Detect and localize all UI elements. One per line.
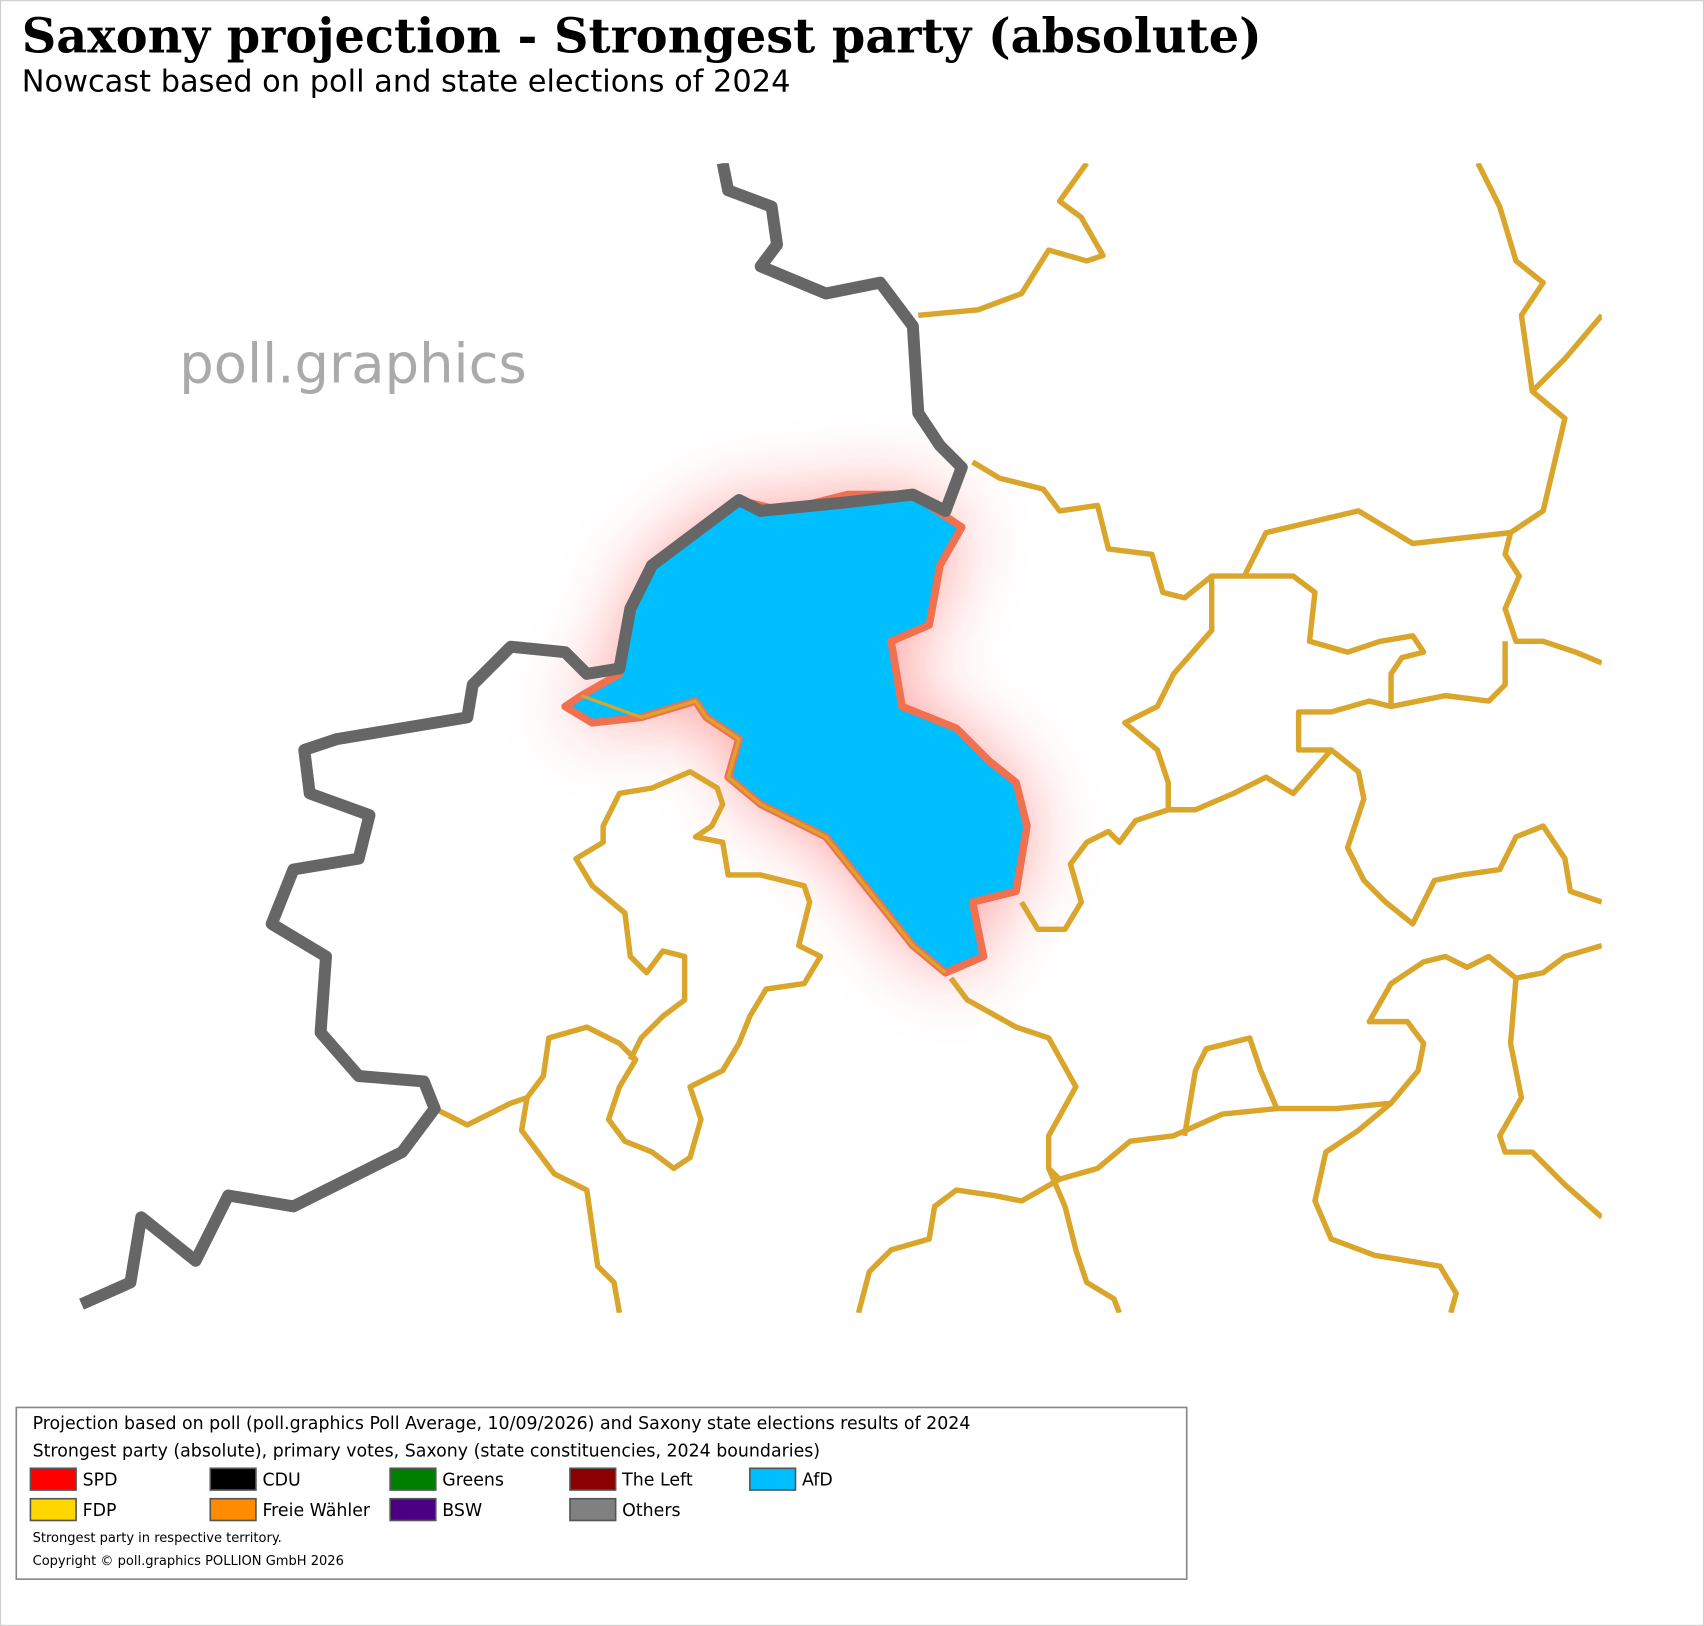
map [79,163,1602,1313]
watermark: poll.graphics [179,333,526,396]
legend-label: SPD [83,1471,118,1491]
state-border [79,163,968,1310]
legend-label: AfD [802,1471,833,1491]
legend-label: The Left [621,1471,693,1491]
legend-swatch [29,1467,77,1491]
legend-line: Projection based on poll (poll.graphics … [33,1414,971,1434]
legend-swatch [209,1467,257,1491]
legend-swatch [569,1497,617,1522]
legend-swatch [29,1497,77,1522]
legend-label: Others [622,1501,680,1521]
legend-note: Strongest party in respective territory. [33,1531,282,1546]
title: Saxony projection - Strongest party (abs… [22,8,1262,64]
constituency-borders [433,163,1602,1313]
constituency-border [580,694,947,975]
legend-label: Greens [442,1471,504,1491]
legend: Projection based on poll (poll.graphics … [15,1406,1188,1580]
legend-label: CDU [262,1471,300,1491]
subtitle: Nowcast based on poll and state election… [22,64,791,99]
legend-line: Strongest party (absolute), primary vote… [33,1441,821,1461]
legend-swatch [389,1497,437,1522]
legend-swatch [209,1497,257,1522]
legend-swatch [749,1467,797,1491]
legend-swatch [569,1467,617,1491]
legend-label: FDP [83,1501,117,1521]
legend-label: BSW [442,1501,482,1521]
legend-swatch [389,1467,437,1491]
legend-box [15,1406,1188,1580]
legend-note: Copyright © poll.graphics POLLION GmbH 2… [33,1554,344,1569]
legend-label: Freie Wähler [262,1501,370,1521]
